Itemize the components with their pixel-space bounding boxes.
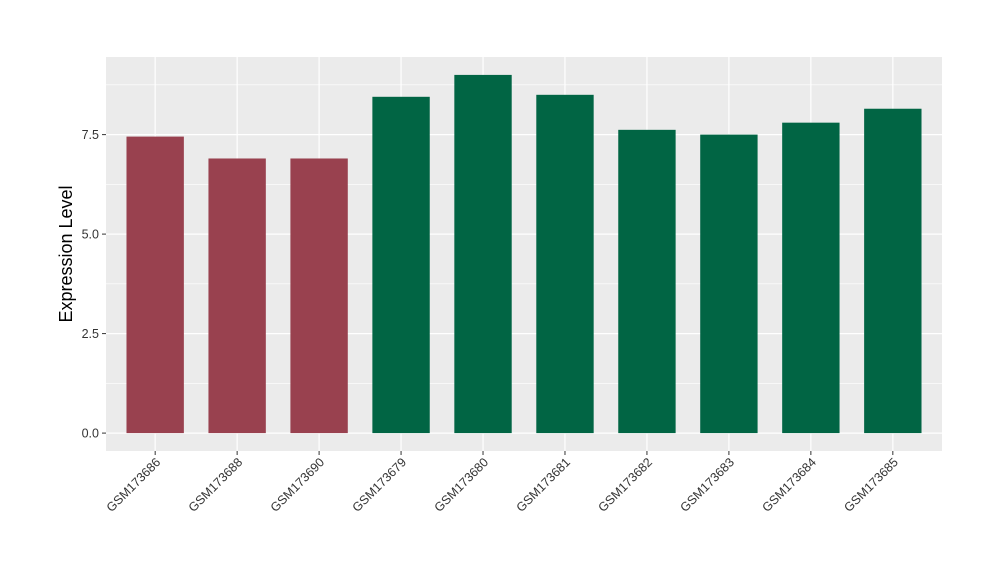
x-axis: GSM173686 GSM173688 GSM173690 GSM173679 GSM1…: [104, 451, 901, 515]
x-tick-label: GSM173686: [104, 455, 164, 515]
x-tick-label: GSM173685: [841, 455, 901, 515]
x-tick-label: GSM173684: [759, 455, 819, 515]
bar-GSM173685: [864, 108, 922, 434]
x-tick-label: GSM173680: [432, 455, 492, 515]
y-tick-label: 2.5: [82, 327, 99, 341]
x-tick-label: GSM173679: [350, 455, 410, 515]
y-tick-label: 0.0: [82, 427, 99, 441]
bar-GSM173688: [208, 158, 266, 434]
bar-GSM173686: [126, 136, 184, 434]
bar-GSM173679: [372, 96, 430, 434]
y-axis-title: Expression Level: [56, 185, 76, 322]
y-axis: 0.0 2.5 5.0 7.5: [82, 128, 106, 441]
bar-GSM173690: [290, 158, 348, 434]
bar-GSM173681: [536, 94, 594, 434]
x-tick-label: GSM173690: [268, 455, 328, 515]
x-tick-label: GSM173688: [186, 455, 246, 515]
x-tick-label: GSM173683: [677, 455, 737, 515]
bars: [126, 74, 922, 434]
y-tick-label: 5.0: [82, 228, 99, 242]
bar-GSM173683: [700, 134, 758, 434]
bar-GSM173684: [782, 122, 840, 434]
y-tick-label: 7.5: [82, 128, 99, 142]
bar-GSM173680: [454, 74, 512, 434]
bar-GSM173682: [618, 129, 676, 434]
x-tick-label: GSM173681: [514, 455, 574, 515]
x-tick-label: GSM173682: [596, 455, 656, 515]
